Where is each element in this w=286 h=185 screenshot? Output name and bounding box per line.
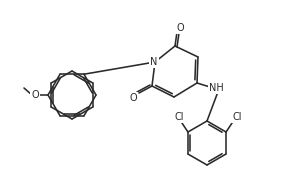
Text: Cl: Cl: [174, 112, 184, 122]
Text: O: O: [129, 93, 137, 103]
Text: O: O: [31, 90, 39, 100]
Text: NH: NH: [208, 83, 223, 93]
Text: Cl: Cl: [232, 112, 242, 122]
Text: O: O: [176, 23, 184, 33]
Text: N: N: [150, 57, 158, 67]
